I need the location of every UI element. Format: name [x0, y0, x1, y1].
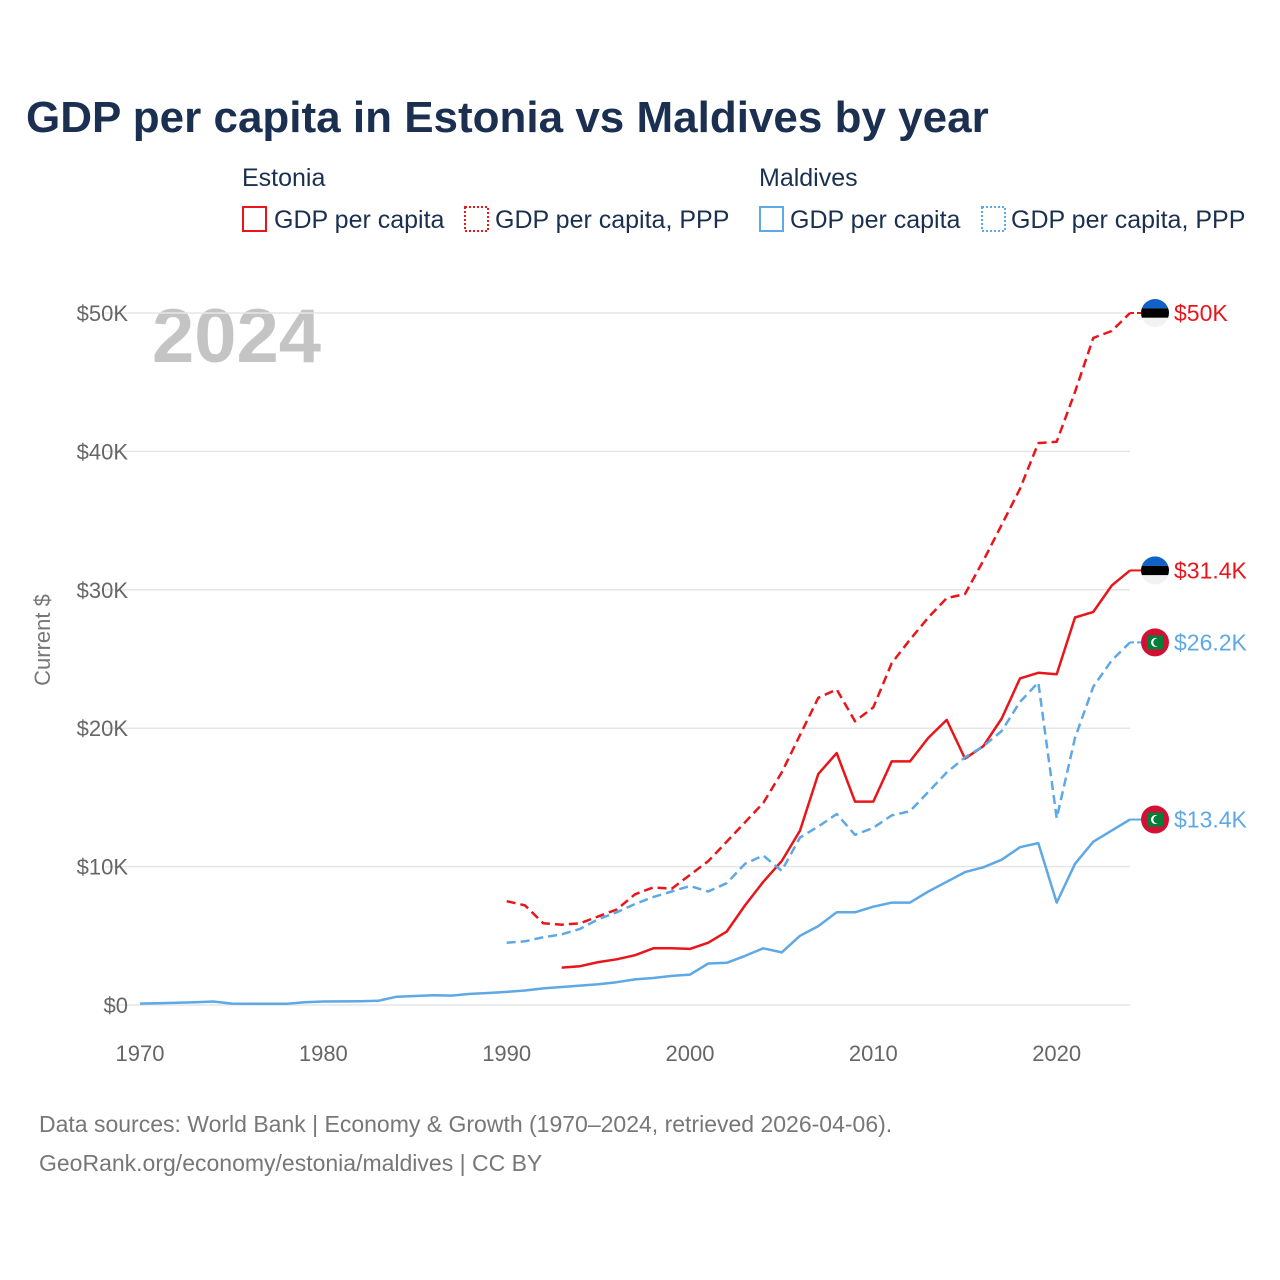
- series: [139, 312, 1131, 1006]
- maldives-flag-icon: [1141, 805, 1169, 834]
- legend-group-estonia: Estonia: [242, 164, 325, 192]
- grid: [105, 312, 1130, 1006]
- legend-label-estonia-ppp: GDP per capita, PPP: [495, 206, 729, 234]
- x-tick-label: 2010: [849, 1041, 898, 1066]
- series-line-2: [506, 641, 1131, 944]
- legend-label-maldives-gdp: GDP per capita: [790, 206, 961, 234]
- x-axis-ticks: 1970 1980 1990 2000 2010 2020: [116, 1041, 1082, 1066]
- end-value-label: $13.4K: [1174, 807, 1248, 833]
- page-title: GDP per capita in Estonia vs Maldives by…: [26, 93, 989, 142]
- legend-swatch-maldives-gdp: [759, 206, 784, 232]
- x-tick-label: 1980: [299, 1041, 348, 1066]
- y-tick-label: $10K: [77, 855, 129, 880]
- source-line-2: GeoRank.org/economy/estonia/maldives | C…: [39, 1150, 542, 1176]
- legend-label-estonia-gdp: GDP per capita: [274, 206, 445, 234]
- year-watermark: 2024: [152, 294, 321, 379]
- series-line-1: [561, 569, 1131, 969]
- end-value-label: $31.4K: [1174, 557, 1248, 583]
- x-tick-label: 2020: [1032, 1041, 1081, 1066]
- estonia-flag-icon: [1141, 556, 1169, 585]
- legend: Estonia GDP per capita GDP per capita, P…: [242, 164, 1245, 234]
- y-tick-label: $20K: [77, 716, 129, 741]
- end-markers: $50K $31.4K $26.2K $13.4K: [1130, 299, 1248, 834]
- x-tick-label: 1990: [482, 1041, 531, 1066]
- y-axis-label: Current $: [30, 594, 55, 686]
- y-tick-label: $40K: [77, 439, 129, 464]
- legend-swatch-estonia-ppp: [464, 206, 489, 232]
- x-tick-label: 1970: [116, 1041, 165, 1066]
- series-line-0: [506, 312, 1131, 926]
- estonia-flag-icon: [1141, 299, 1169, 327]
- legend-swatch-maldives-ppp: [981, 206, 1006, 232]
- legend-group-maldives: Maldives: [759, 164, 858, 192]
- legend-swatch-estonia-gdp: [242, 206, 267, 232]
- y-tick-label: $0: [104, 993, 128, 1018]
- y-tick-label: $50K: [77, 301, 129, 326]
- maldives-flag-icon: [1141, 628, 1169, 657]
- series-line-3: [139, 818, 1131, 1006]
- x-tick-label: 2000: [666, 1041, 715, 1066]
- source-line-1: Data sources: World Bank | Economy & Gro…: [39, 1111, 892, 1137]
- end-value-label: $26.2K: [1174, 629, 1248, 655]
- y-axis-ticks: $0 $10K $20K $30K $40K $50K: [77, 301, 129, 1018]
- y-tick-label: $30K: [77, 578, 129, 603]
- legend-label-maldives-ppp: GDP per capita, PPP: [1011, 206, 1245, 234]
- end-value-label: $50K: [1174, 300, 1228, 326]
